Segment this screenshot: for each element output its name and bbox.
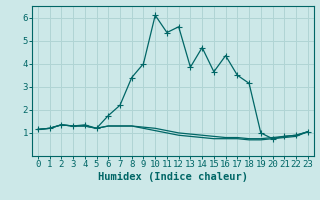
X-axis label: Humidex (Indice chaleur): Humidex (Indice chaleur) (98, 172, 248, 182)
